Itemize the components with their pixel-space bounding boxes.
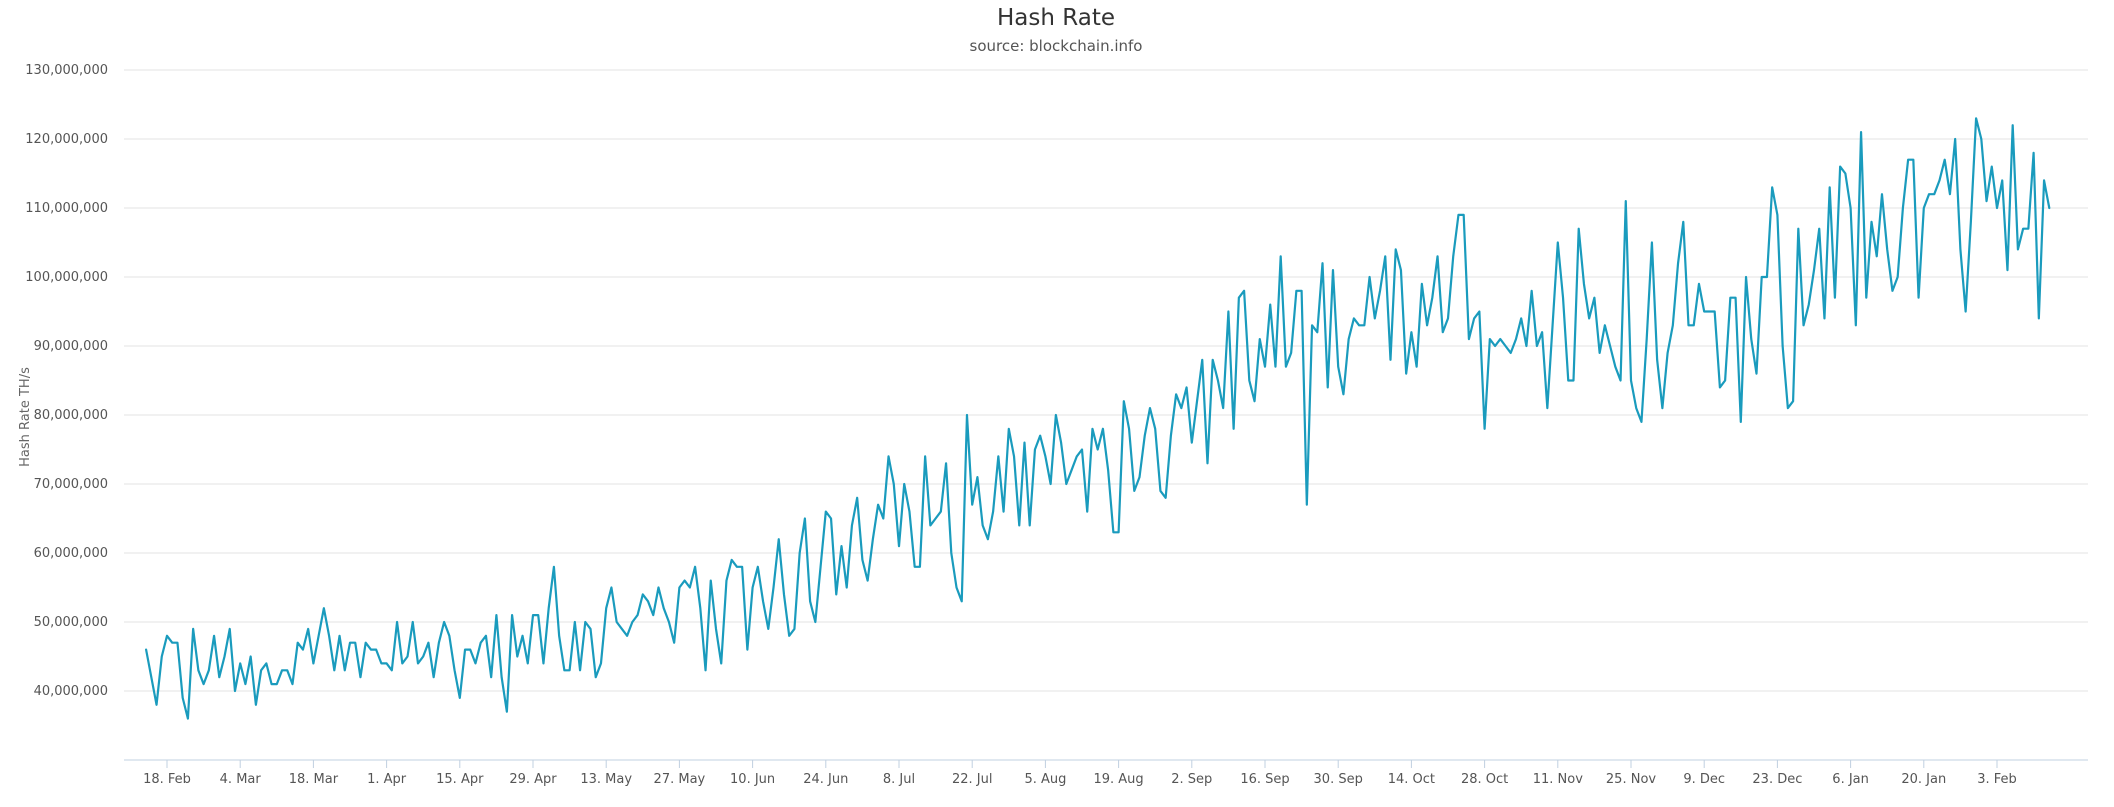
y-tick-label: 110,000,000 <box>25 201 108 216</box>
y-tick-label: 70,000,000 <box>34 477 108 492</box>
grid-layer <box>124 69 2088 692</box>
x-tick-label: 2. Sep <box>1171 772 1212 787</box>
y-tick-label: 130,000,000 <box>25 63 108 78</box>
x-tick-label: 10. Jun <box>730 772 775 787</box>
x-tick-label: 15. Apr <box>436 772 484 787</box>
x-tick-label: 16. Sep <box>1240 772 1289 787</box>
y-axis-title: Hash Rate TH/s <box>18 367 33 467</box>
y-tick-label: 90,000,000 <box>34 339 108 354</box>
x-tick-label: 25. Nov <box>1606 772 1656 787</box>
x-tick-label: 8. Jul <box>883 772 915 787</box>
series-layer <box>144 117 2051 720</box>
y-tick-label: 50,000,000 <box>34 615 108 630</box>
x-tick-label: 18. Mar <box>289 772 339 787</box>
x-tick-label: 5. Aug <box>1024 772 1066 787</box>
x-tick-label: 29. Apr <box>509 772 557 787</box>
x-tick-label: 11. Nov <box>1533 772 1583 787</box>
x-tick-label: 4. Mar <box>220 772 262 787</box>
x-tick-label: 23. Dec <box>1752 772 1802 787</box>
hash-rate-series-line <box>144 117 2051 720</box>
y-tick-layer: 40,000,000 50,000,000 60,000,000 70,000,000… <box>25 63 108 699</box>
y-tick-label: 100,000,000 <box>25 270 108 285</box>
x-tick-label: 18. Feb <box>143 772 191 787</box>
chart-title: Hash Rate <box>997 5 1115 31</box>
x-tick-label: 3. Feb <box>1977 772 2017 787</box>
x-tick-label: 13. May <box>580 772 632 787</box>
y-tick-label: 60,000,000 <box>34 546 108 561</box>
x-tick-label: 28. Oct <box>1461 772 1508 787</box>
y-tick-label: 40,000,000 <box>34 684 108 699</box>
x-tick-label: 30. Sep <box>1314 772 1363 787</box>
x-tick-label: 24. Jun <box>803 772 848 787</box>
x-tick-label: 22. Jul <box>952 772 993 787</box>
x-tick-label: 6. Jan <box>1832 772 1869 787</box>
x-tick-label: 9. Dec <box>1683 772 1725 787</box>
x-axis-layer: 18. Feb 4. Mar 18. Mar 1. Apr 15. Apr 29. Apr… <box>124 759 2088 787</box>
x-tick-label: 14. Oct <box>1388 772 1435 787</box>
chart-subtitle: source: blockchain.info <box>970 37 1143 55</box>
x-tick-label: 20. Jan <box>1901 772 1946 787</box>
y-tick-label: 80,000,000 <box>34 408 108 423</box>
x-tick-label: 19. Aug <box>1093 772 1143 787</box>
y-tick-label: 120,000,000 <box>25 132 108 147</box>
x-tick-label: 27. May <box>654 772 706 787</box>
x-tick-label: 1. Apr <box>367 772 407 787</box>
